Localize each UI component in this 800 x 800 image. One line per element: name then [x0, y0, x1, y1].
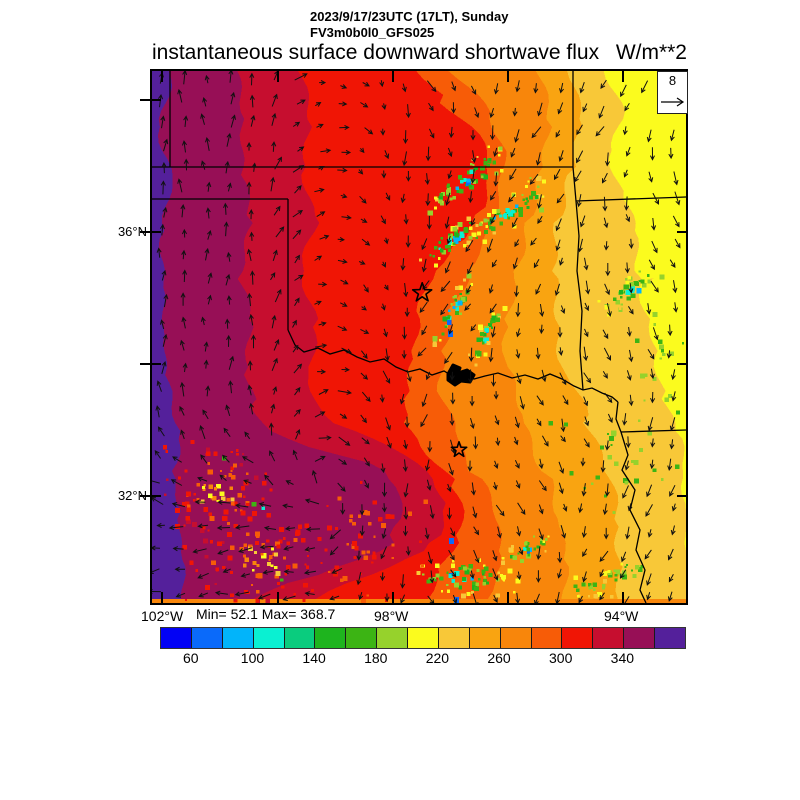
colorbar-segment-320 — [593, 628, 625, 648]
colorbar-segment-340 — [624, 628, 655, 648]
colorbar-tick-label-260: 260 — [487, 650, 511, 666]
lat-tick-34n — [140, 363, 152, 365]
colorbar-segment-180 — [377, 628, 408, 648]
border-ok-ar — [575, 200, 584, 391]
cloud-and-low-flux-speckles — [162, 145, 685, 603]
colorbar-tick-label-60: 60 — [183, 650, 199, 666]
lat-tick-38n — [140, 99, 152, 101]
colorbar-tick-label-180: 180 — [364, 650, 388, 666]
axis-ticks — [152, 71, 686, 603]
lat-tick-36n — [140, 231, 152, 233]
lon-label-102w: 102°W — [141, 608, 184, 624]
wind-vector-arrows — [152, 71, 681, 603]
colorbar-segment-260 — [500, 628, 532, 648]
wind-ref-arrow-icon — [661, 97, 685, 107]
colorbar-segment-40 — [161, 628, 192, 648]
colorbar-segment-360 — [655, 628, 685, 648]
lat-label-32n: 32°N — [117, 488, 147, 503]
star-marker-dallas — [450, 441, 468, 458]
border-la-ar-33n — [620, 429, 686, 433]
border-tx-ar — [615, 401, 622, 433]
colorbar-segment-80 — [222, 628, 254, 648]
lat-label-36n: 36°N — [117, 224, 147, 239]
colorbar-segment-200 — [408, 628, 439, 648]
colorbar-segment-60 — [191, 628, 223, 648]
lat-tick-32n — [140, 495, 152, 497]
colorbar-segment-240 — [469, 628, 501, 648]
map-area — [150, 69, 688, 605]
lon-label-98w: 98°W — [374, 608, 409, 624]
state-borders — [152, 71, 686, 603]
colorbar — [160, 627, 686, 649]
colorbar-segment-120 — [284, 628, 316, 648]
colorbar-tick-label-300: 300 — [549, 650, 573, 666]
border-ok-mo — [572, 166, 577, 202]
header-model-run: FV3m0b0l0_GFS025 — [310, 25, 435, 40]
colorbar-segment-300 — [562, 628, 594, 648]
units-label: W/m**2 — [615, 41, 687, 64]
header-datetime: 2023/9/17/23UTC (17LT), Sunday — [310, 9, 509, 24]
flux-field-plot — [152, 71, 686, 603]
plot-title: instantaneous surface downward shortwave… — [152, 41, 600, 64]
colorbar-tick-label-340: 340 — [610, 650, 635, 666]
colorbar-tick-label-220: 220 — [425, 650, 450, 666]
colorbar-segment-220 — [438, 628, 470, 648]
colorbar-segment-280 — [531, 628, 563, 648]
border-mo-ar — [575, 196, 686, 202]
colorbar-segment-100 — [253, 628, 285, 648]
border-tx-la — [620, 431, 647, 603]
wind-ref-value: 8 — [668, 73, 677, 88]
wind-reference-box: 8 — [657, 71, 688, 114]
colorbar-segment-160 — [346, 628, 378, 648]
lon-label-94w: 94°W — [604, 608, 639, 624]
colorbar-tick-label-100: 100 — [240, 650, 265, 666]
colorbar-segment-140 — [315, 628, 347, 648]
minmax-stats: Min= 52.1 Max= 368.7 — [196, 606, 336, 622]
star-marker-oklahoma-city — [411, 282, 433, 302]
lake-texoma — [446, 363, 476, 387]
colorbar-tick-label-140: 140 — [302, 650, 326, 666]
